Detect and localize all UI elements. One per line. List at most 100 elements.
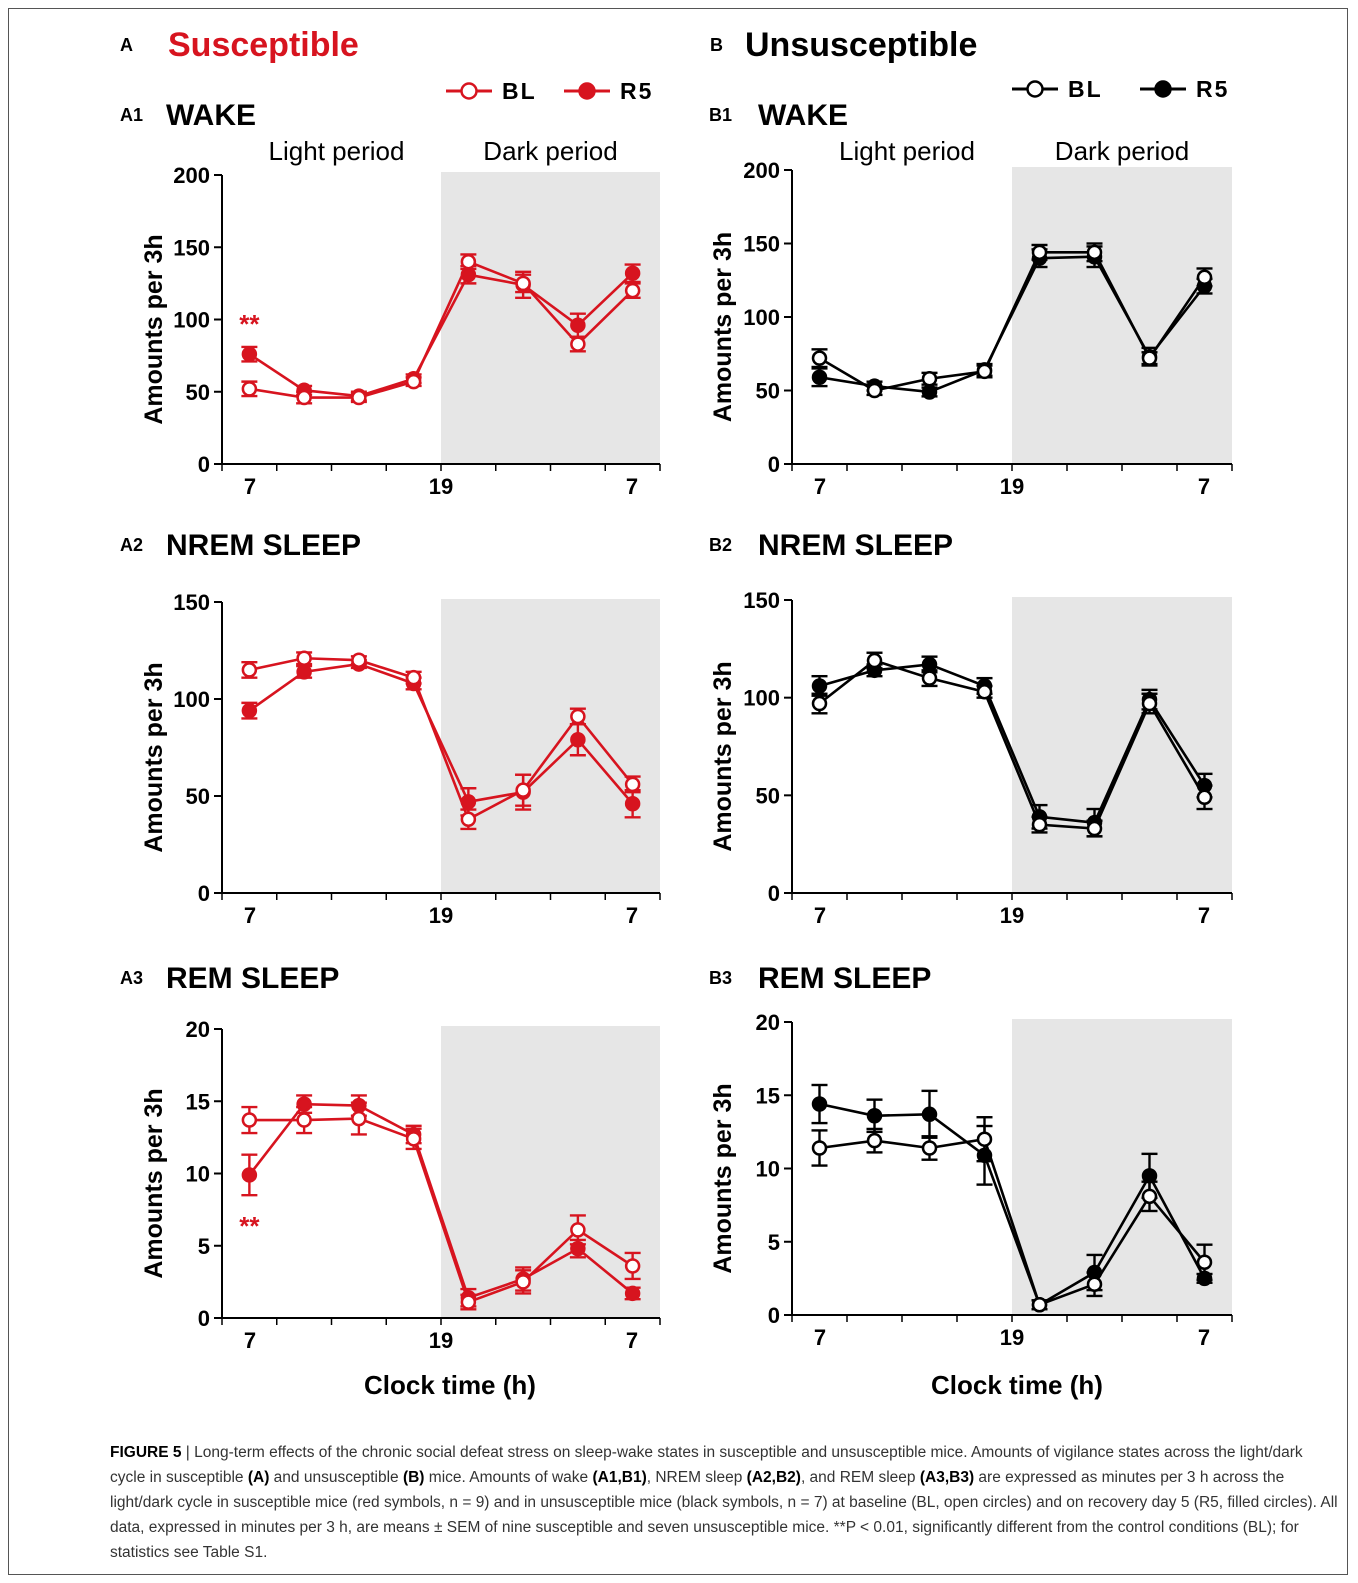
data-point-R5 — [570, 731, 586, 748]
data-point-BL — [296, 1112, 312, 1128]
x-tick-label: 7 — [814, 1325, 826, 1350]
y-tick-label: 50 — [186, 784, 210, 809]
figure-caption: FIGURE 5 | Long-term effects of the chro… — [110, 1440, 1338, 1565]
data-point-R5 — [624, 265, 641, 282]
data-point-BL — [624, 776, 641, 793]
data-point-R5 — [624, 796, 641, 812]
data-point-BL — [460, 253, 477, 270]
series-line-BL — [249, 260, 634, 399]
data-point-BL — [811, 695, 828, 712]
data-point-R5 — [241, 1167, 258, 1183]
data-point-R5 — [624, 1285, 641, 1302]
legend-marker — [460, 82, 478, 100]
data-point-BL — [460, 811, 477, 828]
data-point-R5 — [296, 664, 312, 680]
y-axis-title: Amounts per 3h — [140, 234, 168, 424]
legend-label: BL — [1068, 76, 1103, 102]
figure-panels: A Susceptible BL R5 B Unsusceptible BL R5 Clock … — [120, 26, 1233, 1400]
data-point-BL — [866, 1132, 883, 1149]
series-line-R5 — [248, 662, 634, 805]
dark-period-shade — [1012, 1019, 1232, 1315]
data-point-R5 — [460, 794, 477, 810]
y-tick-label: 50 — [186, 380, 210, 405]
data-point-R5 — [570, 317, 586, 334]
data-point-BL — [624, 282, 641, 299]
data-point-R5 — [296, 1096, 312, 1112]
data-point-BL — [351, 389, 367, 406]
data-point-BL — [515, 782, 531, 798]
x-tick-label: 19 — [1000, 474, 1024, 499]
data-point-BL — [1031, 244, 1048, 261]
data-point-BL — [1141, 695, 1158, 712]
data-point-R5 — [811, 1096, 828, 1112]
column-title: Susceptible — [168, 26, 359, 64]
data-point-BL — [515, 275, 531, 292]
y-tick-label: 0 — [768, 1303, 780, 1328]
caption-part: , and REM sleep — [800, 1469, 920, 1486]
y-tick-label: 0 — [198, 881, 210, 906]
panel-title: NREM SLEEP — [166, 529, 361, 562]
legend-marker — [578, 82, 596, 100]
y-tick-label: 150 — [743, 588, 780, 613]
data-point-BL — [624, 1258, 641, 1274]
y-axis-title: Amounts per 3h — [140, 1088, 168, 1278]
panel-B2: B2 NREM SLEEP 0 50 100 150 7 19 7 Amounts per 3h — [709, 529, 1233, 928]
caption-part: Long-term effects of the chronic social … — [110, 1444, 1303, 1486]
column-title: Unsusceptible — [745, 26, 977, 64]
data-point-R5 — [921, 384, 938, 400]
series-line-R5 — [248, 272, 634, 398]
y-tick-label: 100 — [173, 308, 210, 333]
data-point-BL — [405, 669, 422, 686]
y-tick-label: 200 — [743, 158, 780, 183]
series-line-BL — [819, 1137, 1206, 1307]
dark-period-label: Dark period — [1055, 136, 1189, 166]
series-line-R5 — [248, 1102, 634, 1300]
caption-separator: | — [181, 1444, 195, 1461]
y-tick-label: 0 — [198, 1306, 210, 1331]
x-axis-title: Clock time (h) — [364, 1370, 536, 1400]
data-point-BL — [515, 1274, 531, 1290]
y-tick-label: 200 — [173, 163, 210, 188]
y-tick-label: 15 — [756, 1083, 780, 1108]
y-tick-label: 150 — [743, 232, 780, 257]
x-axis-title: Clock time (h) — [931, 1370, 1103, 1400]
data-point-BL — [405, 1131, 422, 1147]
series-line-BL — [249, 1117, 634, 1304]
x-tick-label: 7 — [1198, 474, 1210, 499]
data-point-R5 — [976, 1147, 993, 1164]
dark-period-shade — [1012, 597, 1232, 893]
y-tick-label: 50 — [756, 783, 780, 808]
data-point-R5 — [811, 678, 828, 694]
caption-part: , NREM sleep — [646, 1469, 747, 1486]
x-tick-label: 7 — [626, 474, 638, 499]
dark-period-shade — [1012, 167, 1232, 464]
data-point-BL — [921, 370, 938, 387]
column-letter: A — [120, 35, 133, 55]
y-tick-label: 10 — [186, 1162, 210, 1187]
data-point-BL — [1196, 1254, 1213, 1271]
data-point-BL — [811, 1140, 828, 1156]
dark-period-shade — [441, 1026, 660, 1318]
data-point-BL — [241, 1112, 258, 1128]
data-point-BL — [351, 1110, 367, 1127]
x-tick-label: 7 — [244, 474, 256, 499]
y-tick-label: 100 — [743, 305, 780, 330]
y-axis-title: Amounts per 3h — [140, 662, 168, 852]
figure-frame — [8, 8, 1348, 1575]
data-point-BL — [1086, 1276, 1103, 1292]
caption-part: mice. Amounts of wake — [424, 1469, 593, 1486]
panel-title: REM SLEEP — [166, 962, 339, 995]
y-tick-label: 100 — [173, 687, 210, 712]
y-tick-label: 50 — [756, 379, 780, 404]
caption-part: (A3,B3) — [919, 1469, 975, 1486]
x-tick-label: 7 — [814, 474, 826, 499]
panel-title: WAKE — [166, 99, 256, 132]
panel-B3: B3 REM SLEEP 0 5 10 15 20 7 19 7 Amounts per 3h — [709, 962, 1233, 1350]
x-tick-label: 7 — [814, 903, 826, 928]
data-point-R5 — [921, 656, 938, 673]
y-tick-label: 5 — [768, 1230, 780, 1255]
caption-part: and unsusceptible — [269, 1469, 403, 1486]
data-point-BL — [296, 650, 312, 667]
y-tick-label: 0 — [198, 452, 210, 477]
dark-period-label: Dark period — [483, 136, 617, 166]
